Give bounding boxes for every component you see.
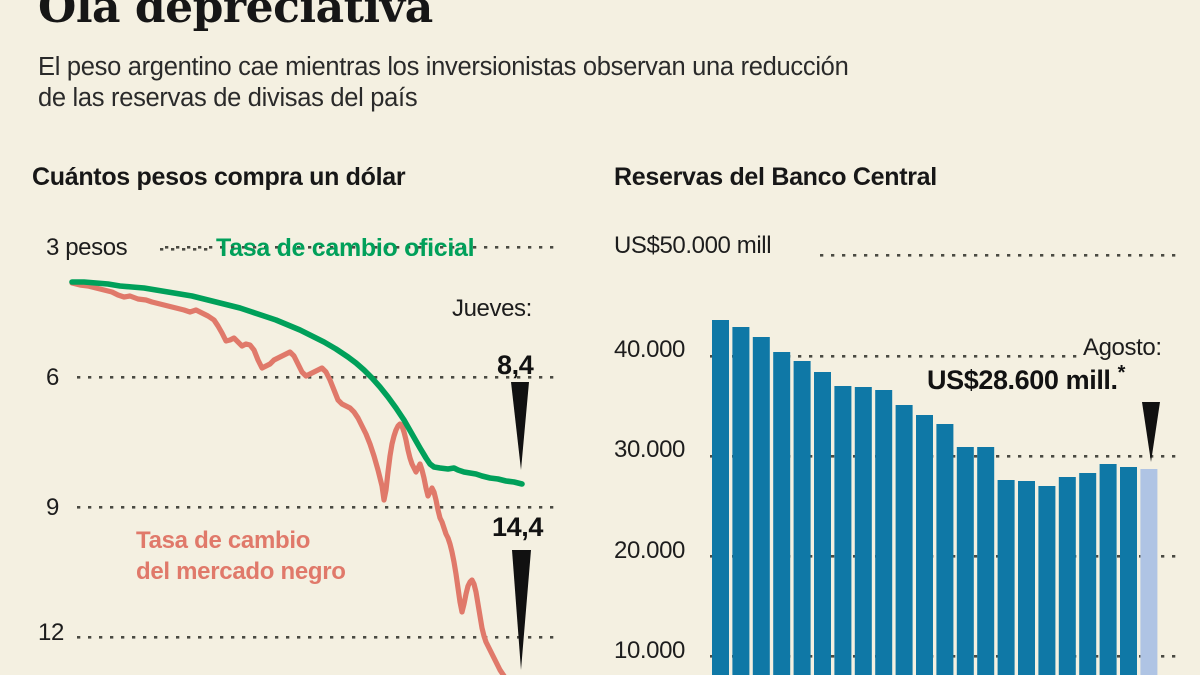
bar bbox=[854, 387, 872, 675]
bar bbox=[1058, 477, 1076, 675]
left-leader-dots bbox=[160, 248, 215, 251]
callout-official-label: Jueves: bbox=[452, 295, 532, 322]
left-axis-tick-12: 12 bbox=[38, 619, 64, 646]
bar bbox=[752, 337, 770, 675]
gridline-6 bbox=[70, 376, 560, 379]
gridline-40000 bbox=[710, 355, 1080, 358]
page-title: Ola depreciativa bbox=[38, 0, 433, 33]
bar bbox=[1140, 469, 1158, 675]
bar bbox=[773, 352, 791, 675]
left-axis-tick-6: 6 bbox=[46, 364, 59, 391]
official-rate-pointer bbox=[511, 382, 529, 470]
gridline-3 bbox=[160, 246, 560, 249]
bars-group bbox=[712, 320, 1158, 675]
callout-reserves-label: Agosto: bbox=[1083, 334, 1162, 361]
reserves-pointer bbox=[1142, 402, 1160, 462]
bar bbox=[916, 415, 933, 675]
legend-official-rate: Tasa de cambio oficial bbox=[216, 234, 475, 262]
gridline-50000 bbox=[820, 254, 1180, 257]
bar bbox=[1099, 464, 1117, 675]
bar bbox=[1079, 473, 1097, 675]
bar bbox=[1038, 486, 1056, 675]
subtitle-line-2: de las reservas de divisas del país bbox=[38, 84, 418, 112]
subtitle-line-1: El peso argentino cae mientras los inver… bbox=[38, 53, 849, 81]
left-axis-tick-9: 9 bbox=[46, 494, 59, 521]
bar bbox=[936, 424, 954, 675]
gridline-9 bbox=[70, 506, 560, 509]
bar bbox=[875, 390, 893, 675]
callout-official-value: 8,4 bbox=[497, 350, 534, 380]
bar bbox=[977, 447, 995, 675]
right-axis-tick-10000: 10.000 bbox=[614, 637, 686, 664]
bar bbox=[793, 361, 811, 675]
callout-reserves-amount: US$28.600 mill. bbox=[927, 365, 1118, 395]
legend-black-line-1: Tasa de cambio bbox=[136, 527, 311, 554]
callout-black-market-value: 14,4 bbox=[492, 512, 543, 542]
callout-reserves-value: US$28.600 mill.* bbox=[927, 362, 1125, 396]
right-axis-tick-40000: 40.000 bbox=[614, 336, 686, 363]
right-axis-tick-50000: US$50.000 mill bbox=[614, 232, 772, 259]
bar bbox=[712, 320, 729, 675]
left-axis-tick-3: 3 pesos bbox=[46, 234, 128, 261]
official-rate-line bbox=[69, 279, 525, 487]
black-market-rate-line bbox=[69, 280, 507, 675]
legend-black-line-2: del mercado negro bbox=[136, 558, 346, 585]
callout-footnote-asterisk: * bbox=[1117, 362, 1126, 384]
bar bbox=[895, 405, 913, 675]
exchange-rate-line-chart bbox=[69, 246, 560, 675]
gridline-12 bbox=[70, 636, 560, 639]
legend-black-market: Tasa de cambio del mercado negro bbox=[136, 525, 346, 587]
bar bbox=[732, 327, 750, 675]
reserves-bar-chart bbox=[710, 254, 1180, 675]
page-subtitle: El peso argentino cae mientras los inver… bbox=[38, 52, 1108, 114]
bar bbox=[814, 372, 831, 675]
right-axis-tick-30000: 30.000 bbox=[614, 436, 686, 463]
black-market-rate-pointer bbox=[512, 550, 531, 670]
bar bbox=[997, 480, 1015, 675]
bar bbox=[956, 447, 974, 675]
bar bbox=[1018, 481, 1035, 675]
right-axis-tick-20000: 20.000 bbox=[614, 537, 686, 564]
left-chart-title: Cuántos pesos compra un dólar bbox=[32, 163, 406, 191]
right-chart-title: Reservas del Banco Central bbox=[614, 163, 937, 191]
bar bbox=[1120, 467, 1137, 675]
bar bbox=[834, 386, 852, 675]
